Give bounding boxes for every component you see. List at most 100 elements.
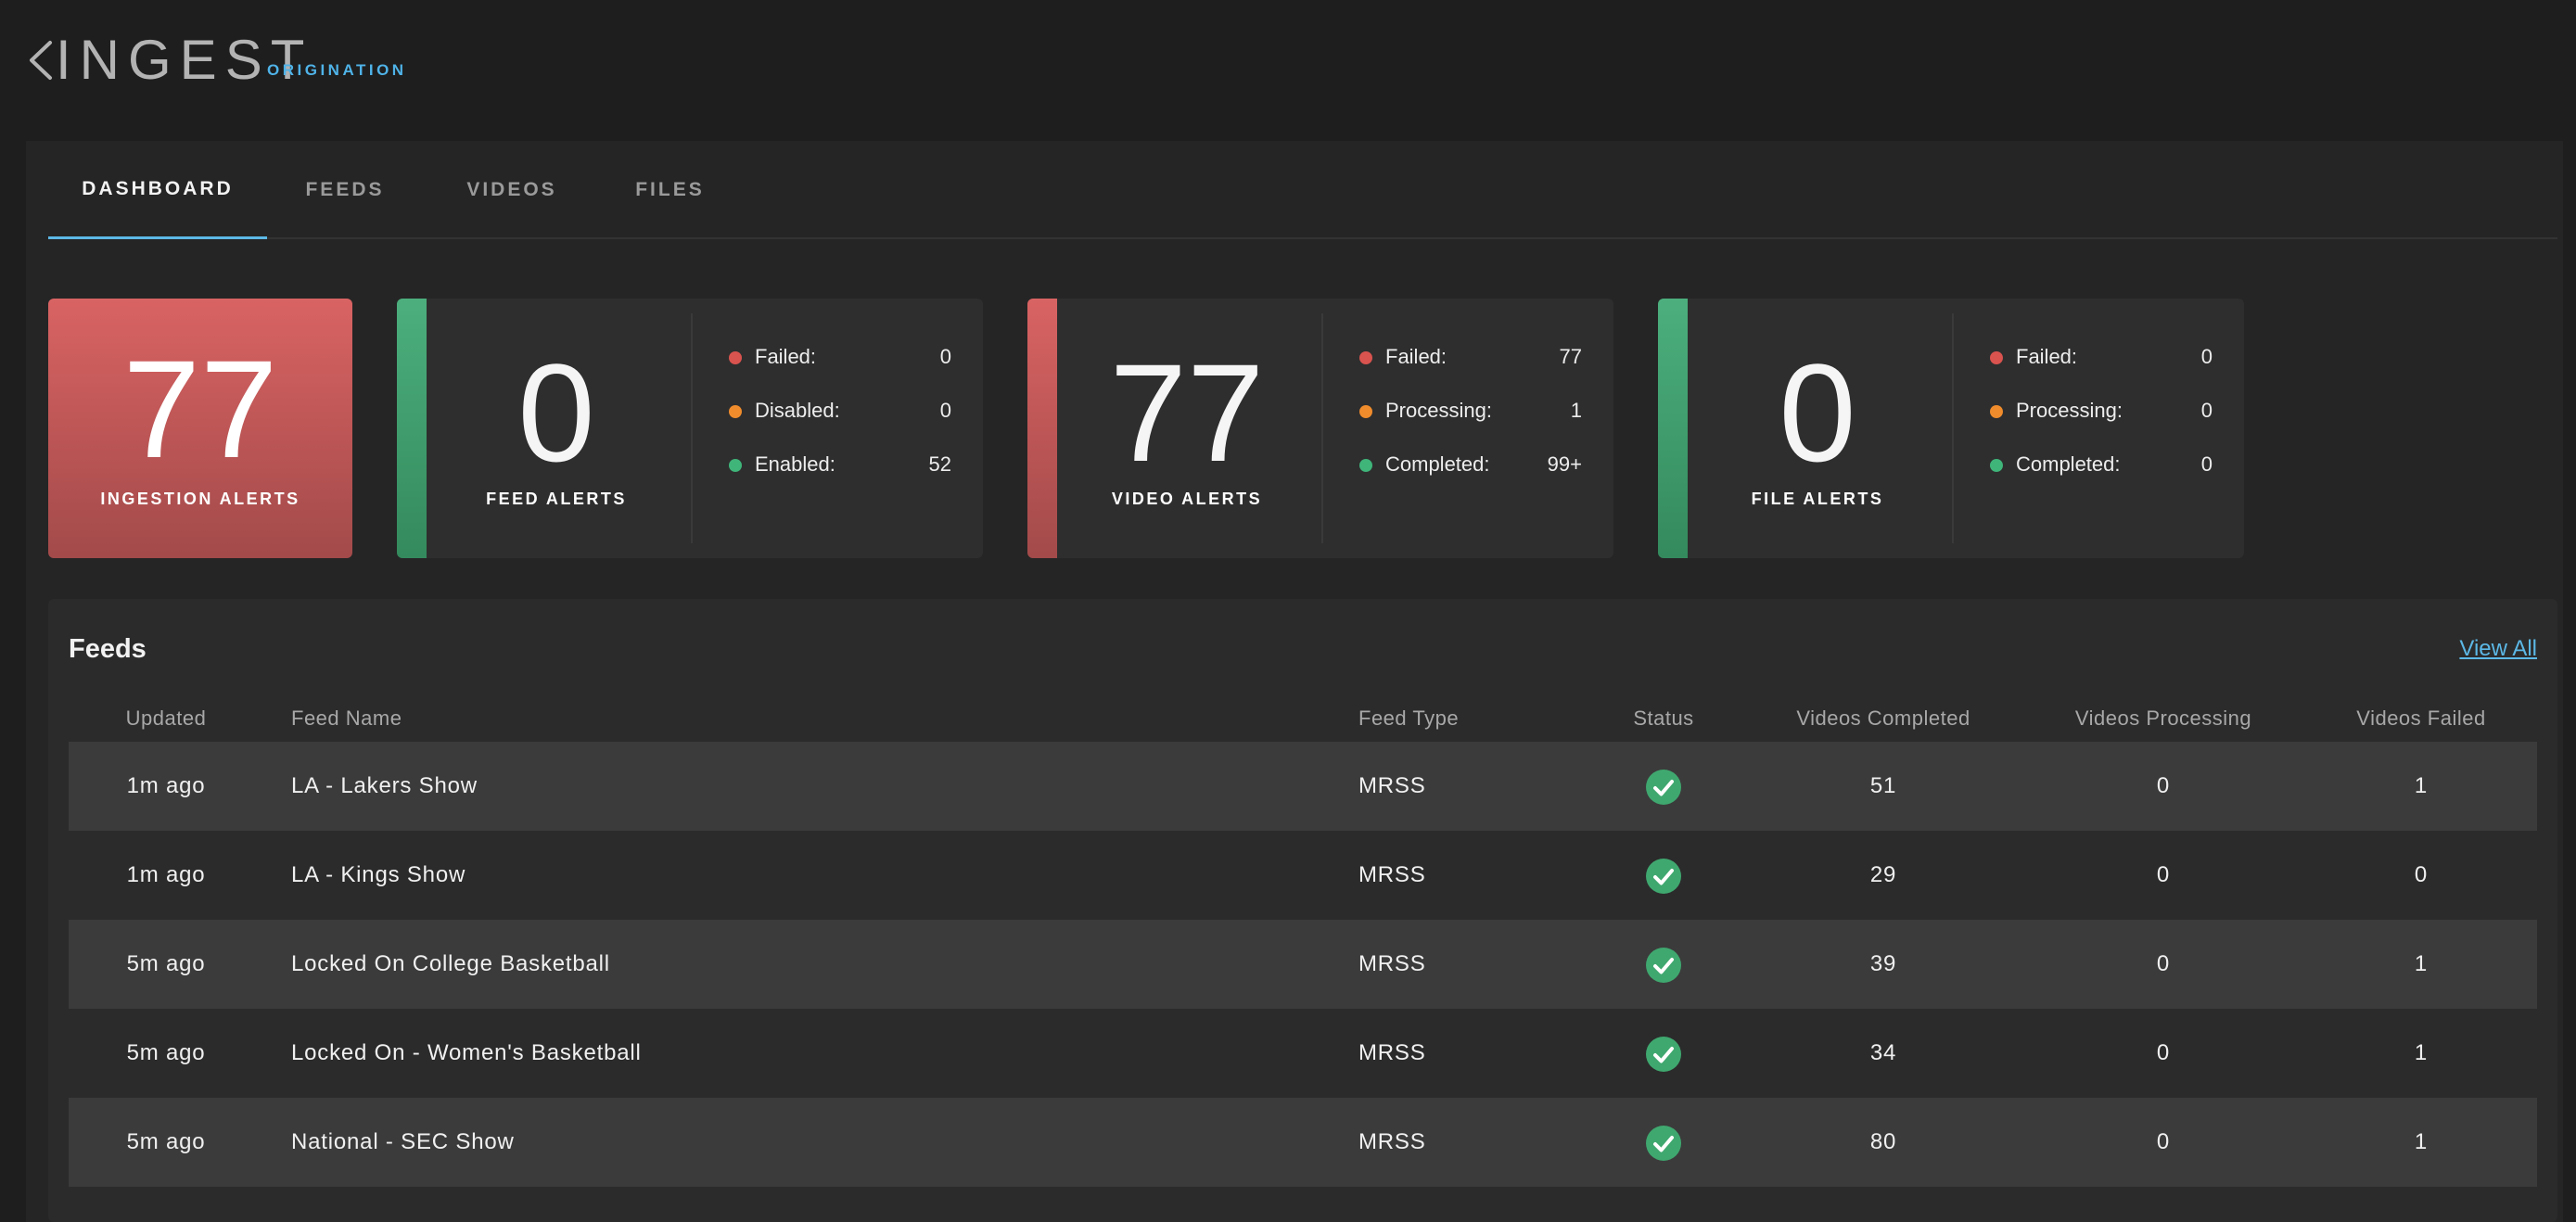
stat-processing: Processing: 1 — [1359, 399, 1582, 426]
column-header-videos-failed[interactable]: Videos Failed — [2356, 706, 2486, 730]
cell-feed-name[interactable]: Locked On - Women's Basketball — [291, 1040, 642, 1065]
red-dot-icon — [1990, 351, 2003, 364]
table-row[interactable]: 5m ago Locked On - Women's Basketball MR… — [69, 1009, 2537, 1098]
tab-files[interactable]: FILES — [635, 179, 705, 200]
cell-feed-type: MRSS — [1358, 862, 1426, 887]
file-alerts-card[interactable]: 0 FILE ALERTS Failed: 0 Processing: 0 Co… — [1658, 299, 2244, 558]
divider — [691, 313, 693, 543]
stat-processing: Processing: 0 — [1990, 399, 2213, 426]
cell-videos-failed: 0 — [2414, 862, 2429, 887]
stat-value: 1 — [1570, 399, 1582, 422]
orange-dot-icon — [729, 405, 742, 418]
tab-feeds[interactable]: FEEDS — [305, 179, 385, 200]
feed-alerts-label: FEED ALERTS — [486, 490, 627, 508]
view-all-link[interactable]: View All — [2459, 636, 2537, 661]
cell-videos-processing: 0 — [2156, 862, 2171, 887]
cell-status — [1580, 742, 1747, 831]
table-row[interactable]: 1m ago LA - Kings Show MRSS 29 0 0 — [69, 831, 2537, 920]
stat-label: Failed: — [1385, 345, 1447, 368]
cell-feed-type: MRSS — [1358, 773, 1426, 798]
column-header-updated[interactable]: Updated — [125, 706, 207, 730]
column-header-videos-completed[interactable]: Videos Completed — [1796, 706, 1970, 730]
feeds-title: Feeds — [69, 634, 147, 664]
stat-value: 0 — [2200, 452, 2213, 476]
app-subtitle: ORIGINATION — [267, 61, 407, 79]
cell-feed-type: MRSS — [1358, 1040, 1426, 1065]
table-row[interactable]: 5m ago National - SEC Show MRSS 80 0 1 — [69, 1098, 2537, 1187]
cell-feed-name[interactable]: LA - Kings Show — [291, 862, 466, 887]
stat-value: 77 — [1559, 345, 1582, 368]
check-circle-icon — [1646, 947, 1681, 983]
chevron-left-icon[interactable] — [24, 39, 57, 82]
stat-completed: Completed: 0 — [1990, 452, 2213, 480]
status-stripe — [1658, 299, 1688, 558]
stat-label: Failed: — [755, 345, 817, 368]
status-stripe — [1027, 299, 1057, 558]
cell-status — [1580, 1098, 1747, 1187]
cell-updated: 1m ago — [126, 862, 206, 887]
cell-feed-name[interactable]: National - SEC Show — [291, 1129, 515, 1154]
cell-feed-type: MRSS — [1358, 951, 1426, 976]
main-panel: DASHBOARD FEEDS VIDEOS FILES 77 INGESTIO… — [26, 141, 2563, 1222]
stat-completed: Completed: 99+ — [1359, 452, 1582, 480]
stat-value: 0 — [939, 399, 951, 422]
video-alerts-card[interactable]: 77 VIDEO ALERTS Failed: 77 Processing: 1… — [1027, 299, 1613, 558]
cell-videos-processing: 0 — [2156, 773, 2171, 798]
cell-updated: 1m ago — [126, 773, 206, 798]
ingestion-alerts-count: 77 — [122, 331, 278, 487]
check-circle-icon — [1646, 769, 1681, 805]
stat-label: Failed: — [2016, 345, 2078, 368]
ingestion-alerts-card[interactable]: 77 INGESTION ALERTS — [48, 299, 352, 558]
column-header-videos-processing[interactable]: Videos Processing — [2074, 706, 2252, 730]
cell-updated: 5m ago — [126, 1040, 206, 1065]
orange-dot-icon — [1359, 405, 1372, 418]
cell-videos-failed: 1 — [2414, 1040, 2429, 1065]
divider — [1321, 313, 1323, 543]
green-dot-icon — [1990, 459, 2003, 472]
stat-label: Processing: — [1385, 399, 1492, 422]
orange-dot-icon — [1990, 405, 2003, 418]
file-alerts-label: FILE ALERTS — [1751, 490, 1884, 508]
cell-feed-type: MRSS — [1358, 1129, 1426, 1154]
cell-videos-completed: 39 — [1869, 951, 1897, 976]
feed-alerts-card[interactable]: 0 FEED ALERTS Failed: 0 Disabled: 0 Enab… — [397, 299, 983, 558]
stat-failed: Failed: 0 — [729, 345, 951, 373]
cell-feed-name[interactable]: Locked On College Basketball — [291, 951, 610, 976]
table-row[interactable]: 1m ago LA - Lakers Show MRSS 51 0 1 — [69, 742, 2537, 831]
check-circle-icon — [1646, 1036, 1681, 1072]
tab-dashboard[interactable]: DASHBOARD — [48, 141, 267, 239]
stat-label: Processing: — [2016, 399, 2123, 422]
app-title: INGEST — [56, 29, 313, 91]
feeds-section: Feeds View All Updated Feed Name Feed Ty… — [48, 599, 2557, 1222]
column-header-feed-name[interactable]: Feed Name — [291, 706, 402, 730]
tab-bar: DASHBOARD FEEDS VIDEOS FILES — [48, 141, 2557, 239]
cell-feed-name[interactable]: LA - Lakers Show — [291, 773, 478, 798]
red-dot-icon — [729, 351, 742, 364]
cell-status — [1580, 1009, 1747, 1098]
cell-videos-processing: 0 — [2156, 1129, 2171, 1154]
table-row[interactable]: 5m ago Locked On College Basketball MRSS… — [69, 920, 2537, 1009]
top-bar: INGEST ORIGINATION — [0, 0, 2576, 141]
cell-updated: 5m ago — [126, 951, 206, 976]
column-header-feed-type[interactable]: Feed Type — [1358, 706, 1460, 730]
column-header-status[interactable]: Status — [1633, 706, 1694, 730]
red-dot-icon — [1359, 351, 1372, 364]
stat-disabled: Disabled: 0 — [729, 399, 951, 426]
file-alerts-count: 0 — [1779, 335, 1856, 490]
cell-videos-completed: 51 — [1869, 773, 1897, 798]
green-dot-icon — [1359, 459, 1372, 472]
status-stripe — [397, 299, 427, 558]
cell-videos-failed: 1 — [2414, 951, 2429, 976]
feed-alerts-count: 0 — [517, 335, 595, 490]
video-alerts-label: VIDEO ALERTS — [1111, 490, 1263, 508]
stat-failed: Failed: 77 — [1359, 345, 1582, 373]
cell-videos-completed: 34 — [1869, 1040, 1897, 1065]
cell-videos-completed: 80 — [1869, 1129, 1897, 1154]
check-circle-icon — [1646, 858, 1681, 894]
stat-value: 52 — [928, 452, 951, 476]
green-dot-icon — [729, 459, 742, 472]
stat-enabled: Enabled: 52 — [729, 452, 951, 480]
tab-videos[interactable]: VIDEOS — [466, 179, 557, 200]
cell-videos-failed: 1 — [2414, 773, 2429, 798]
stat-value: 99+ — [1547, 452, 1582, 476]
